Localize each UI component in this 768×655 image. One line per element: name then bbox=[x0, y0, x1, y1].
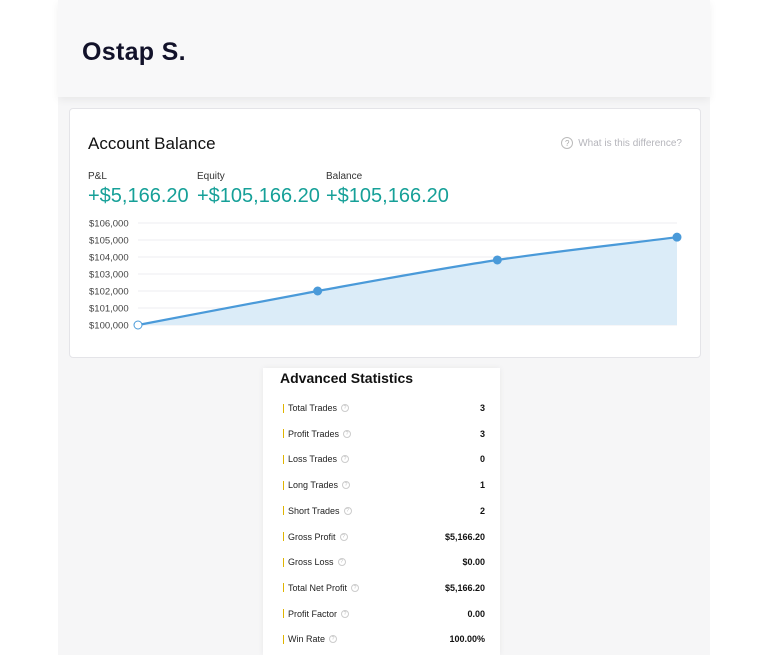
user-name: Ostap S. bbox=[82, 38, 186, 66]
metric-equity: Equity +$105,166.20 bbox=[197, 171, 320, 208]
profile-header: Ostap S. bbox=[58, 0, 710, 97]
stats-title: Advanced Statistics bbox=[280, 370, 414, 386]
stat-row: Loss Trades? 0 bbox=[283, 451, 485, 467]
balance-chart: $100,000 $101,000 $102,000 $103,000 $104,000… bbox=[89, 219, 682, 332]
data-point bbox=[492, 255, 502, 265]
stat-value: 3 bbox=[479, 428, 485, 439]
info-icon[interactable]: ? bbox=[343, 506, 352, 515]
metric-value: +$105,166.20 bbox=[197, 185, 320, 207]
y-tick-label: $101,000 bbox=[89, 304, 129, 315]
series-line bbox=[137, 236, 678, 327]
stat-value: $5,166.20 bbox=[444, 582, 485, 593]
info-icon[interactable]: ? bbox=[339, 532, 348, 541]
stat-value: 2 bbox=[479, 505, 485, 516]
y-tick-label: $103,000 bbox=[89, 270, 129, 281]
metric-label: Balance bbox=[326, 171, 363, 182]
info-icon[interactable]: ? bbox=[343, 429, 352, 438]
stat-label: Profit Trades bbox=[288, 428, 340, 439]
metric-value: +$105,166.20 bbox=[326, 185, 449, 207]
stat-value: 3 bbox=[479, 403, 485, 413]
stat-label: Total Net Profit bbox=[288, 582, 348, 593]
info-icon[interactable]: ? bbox=[341, 404, 350, 412]
stat-value: 0.00 bbox=[467, 608, 485, 619]
stat-row: Long Trades? 1 bbox=[283, 477, 485, 493]
row-accent bbox=[283, 480, 284, 490]
y-tick-label: $105,000 bbox=[89, 236, 129, 247]
stat-label: Gross Profit bbox=[288, 531, 336, 542]
stat-row: Total Trades? 3 bbox=[283, 400, 485, 416]
difference-help-link[interactable]: ? What is this difference? bbox=[561, 137, 682, 149]
metric-balance: Balance +$105,166.20 bbox=[326, 171, 449, 208]
stat-row: Short Trades? 2 bbox=[283, 503, 485, 519]
info-icon[interactable]: ? bbox=[329, 635, 338, 644]
y-tick-label: $102,000 bbox=[89, 287, 129, 298]
data-point bbox=[133, 320, 143, 330]
stat-label: Total Trades bbox=[288, 403, 338, 413]
stat-value: 0 bbox=[479, 454, 485, 465]
account-balance-card: Account Balance ? What is this differenc… bbox=[69, 108, 701, 358]
stat-label: Loss Trades bbox=[288, 454, 338, 465]
row-accent bbox=[283, 454, 284, 464]
stat-value: $0.00 bbox=[462, 557, 485, 568]
info-icon[interactable]: ? bbox=[351, 583, 360, 592]
row-accent bbox=[283, 609, 284, 619]
row-accent bbox=[283, 506, 284, 516]
stat-row: Gross Profit? $5,166.20 bbox=[283, 529, 485, 545]
stat-row: Profit Trades? 3 bbox=[283, 426, 485, 442]
metric-label: P&L bbox=[88, 171, 107, 182]
metric-value: +$5,166.20 bbox=[88, 185, 189, 207]
row-accent bbox=[283, 429, 284, 439]
stat-value: 1 bbox=[479, 480, 485, 491]
y-tick-label: $104,000 bbox=[89, 253, 129, 264]
row-accent bbox=[283, 532, 284, 541]
row-accent bbox=[283, 403, 284, 413]
metric-pnl: P&L +$5,166.20 bbox=[88, 171, 189, 208]
info-icon[interactable]: ? bbox=[337, 558, 346, 567]
stat-label: Long Trades bbox=[288, 480, 339, 491]
stat-label: Win Rate bbox=[288, 634, 326, 645]
stat-label: Gross Loss bbox=[288, 557, 334, 568]
area-fill bbox=[138, 237, 677, 325]
stat-row: Profit Factor? 0.00 bbox=[283, 606, 485, 622]
data-point bbox=[672, 232, 682, 242]
info-icon[interactable]: ? bbox=[341, 609, 350, 618]
help-link-text: What is this difference? bbox=[578, 137, 682, 149]
row-accent bbox=[283, 557, 284, 567]
stat-value: $5,166.20 bbox=[444, 531, 485, 542]
row-accent bbox=[283, 583, 284, 593]
row-accent bbox=[283, 634, 284, 644]
advanced-statistics-panel: Advanced Statistics Total Trades? 3 Profit… bbox=[263, 368, 500, 655]
stat-value: 100.00% bbox=[449, 634, 485, 645]
stat-row: Win Rate? 100.00% bbox=[283, 631, 485, 647]
metric-label: Equity bbox=[197, 171, 225, 182]
stat-label: Profit Factor bbox=[288, 608, 338, 619]
question-icon: ? bbox=[561, 137, 574, 149]
data-point bbox=[313, 286, 323, 296]
info-icon[interactable]: ? bbox=[341, 455, 350, 464]
stat-label: Short Trades bbox=[288, 505, 340, 516]
stat-row: Total Net Profit? $5,166.20 bbox=[283, 580, 485, 596]
card-title: Account Balance bbox=[88, 134, 216, 153]
y-tick-label: $106,000 bbox=[89, 219, 129, 230]
stat-row: Gross Loss? $0.00 bbox=[283, 554, 485, 570]
y-tick-label: $100,000 bbox=[89, 321, 129, 332]
info-icon[interactable]: ? bbox=[342, 481, 351, 490]
